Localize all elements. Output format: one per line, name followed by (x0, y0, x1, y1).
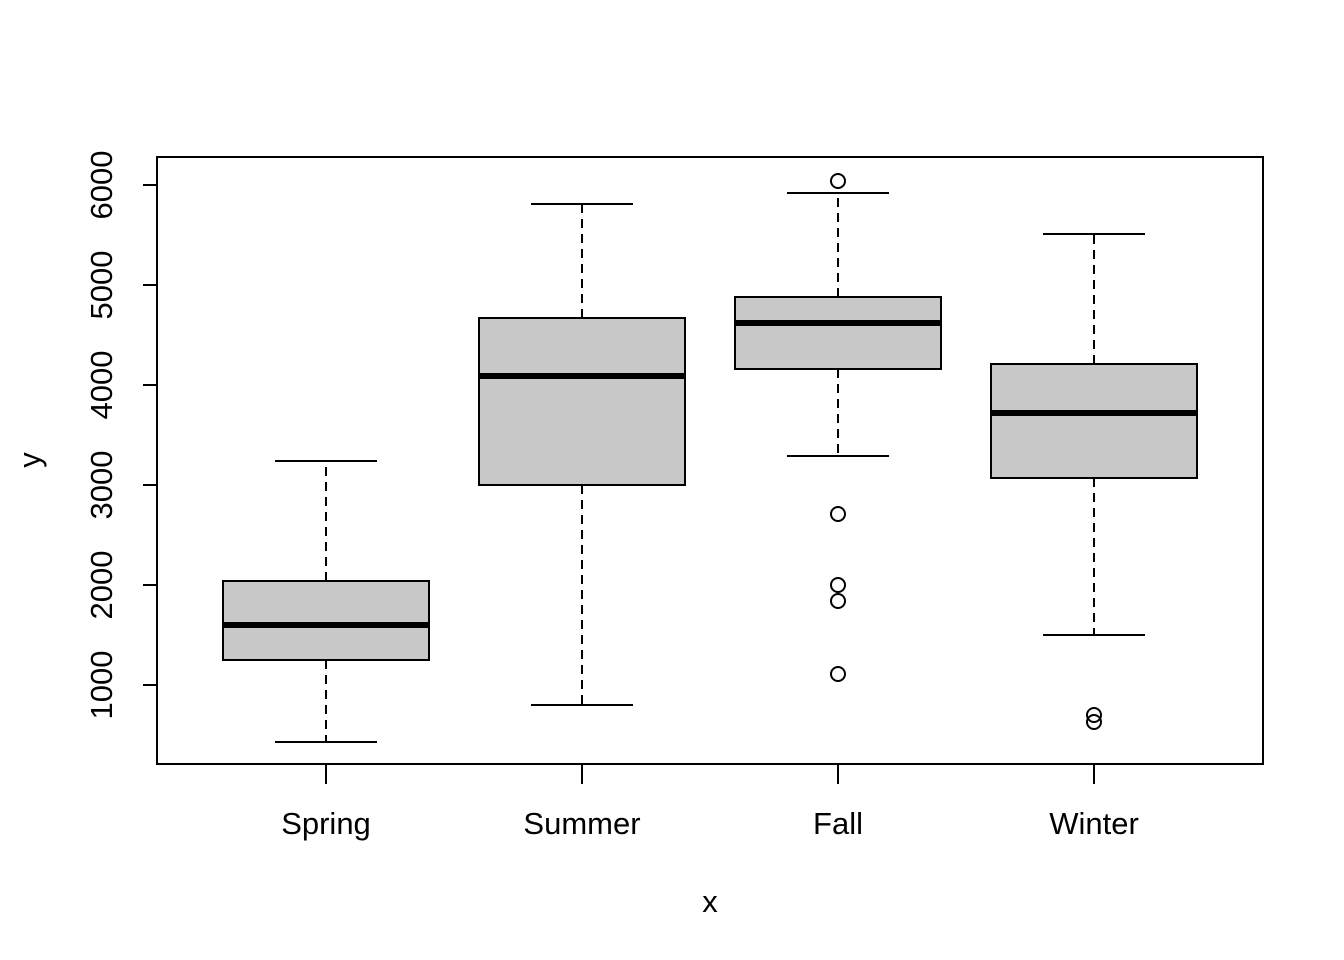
y-tick-label: 5000 (84, 251, 119, 320)
box-summer (478, 203, 686, 706)
y-tick-label: 6000 (84, 151, 119, 220)
y-tick-label: 1000 (84, 651, 119, 720)
y-tick-label: 2000 (84, 551, 119, 620)
outlier-point (830, 577, 846, 593)
y-axis: 1000 2000 3000 4000 5000 6000 (84, 151, 158, 720)
x-tick-label: Summer (523, 806, 640, 841)
y-axis-label: y (12, 452, 47, 468)
iqr-box (222, 580, 430, 661)
iqr-box (990, 363, 1198, 479)
y-tick-label: 3000 (84, 451, 119, 520)
box-spring (222, 460, 430, 743)
outlier-point (830, 593, 846, 609)
x-tick-label: Spring (281, 806, 371, 841)
x-tick-label: Winter (1049, 806, 1139, 841)
outlier-point (830, 666, 846, 682)
outlier-point (1086, 714, 1102, 730)
outlier-point (1086, 707, 1102, 723)
outlier-point (830, 173, 846, 189)
x-axis-label: x (702, 884, 718, 919)
box-fall (734, 173, 942, 682)
x-tick-label: Fall (813, 806, 863, 841)
outlier-point (830, 506, 846, 522)
x-axis: Spring Summer Fall Winter (281, 764, 1139, 841)
iqr-box (478, 317, 686, 486)
iqr-box (734, 296, 942, 370)
y-tick-label: 4000 (84, 351, 119, 420)
boxes (222, 173, 1198, 743)
box-winter (990, 233, 1198, 730)
